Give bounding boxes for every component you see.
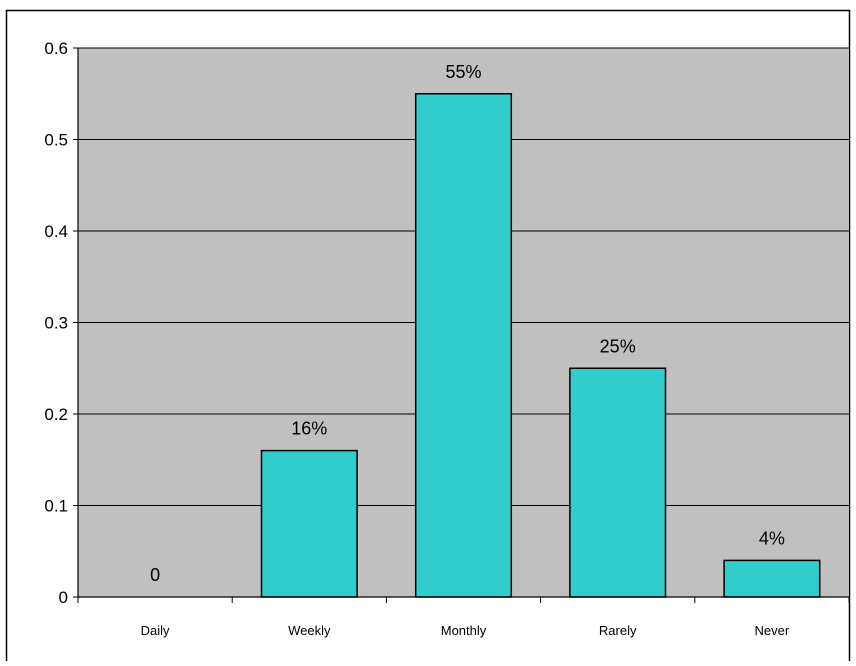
x-tick-label: Never (755, 623, 790, 638)
x-tick-label: Rarely (599, 623, 637, 638)
y-tick-label: 0.1 (44, 497, 68, 516)
y-tick-label: 0.5 (44, 131, 68, 150)
y-tick-label: 0.6 (44, 39, 68, 58)
data-label-weekly: 16% (291, 419, 327, 439)
chart-title (0, 0, 856, 12)
data-label-daily: 0 (150, 565, 160, 585)
x-tick-label: Weekly (288, 623, 331, 638)
x-tick-label: Monthly (441, 623, 487, 638)
x-tick-label: Daily (141, 623, 170, 638)
y-tick-label: 0.4 (44, 222, 68, 241)
bar-weekly (261, 451, 357, 597)
bar-never (724, 560, 820, 597)
y-tick-label: 0 (59, 588, 68, 607)
y-tick-label: 0.3 (44, 314, 68, 333)
y-tick-label: 0.2 (44, 405, 68, 424)
bar-monthly (416, 94, 512, 597)
data-label-rarely: 25% (600, 336, 636, 356)
data-label-never: 4% (759, 528, 785, 548)
bar-rarely (570, 368, 666, 597)
data-label-monthly: 55% (445, 62, 481, 82)
